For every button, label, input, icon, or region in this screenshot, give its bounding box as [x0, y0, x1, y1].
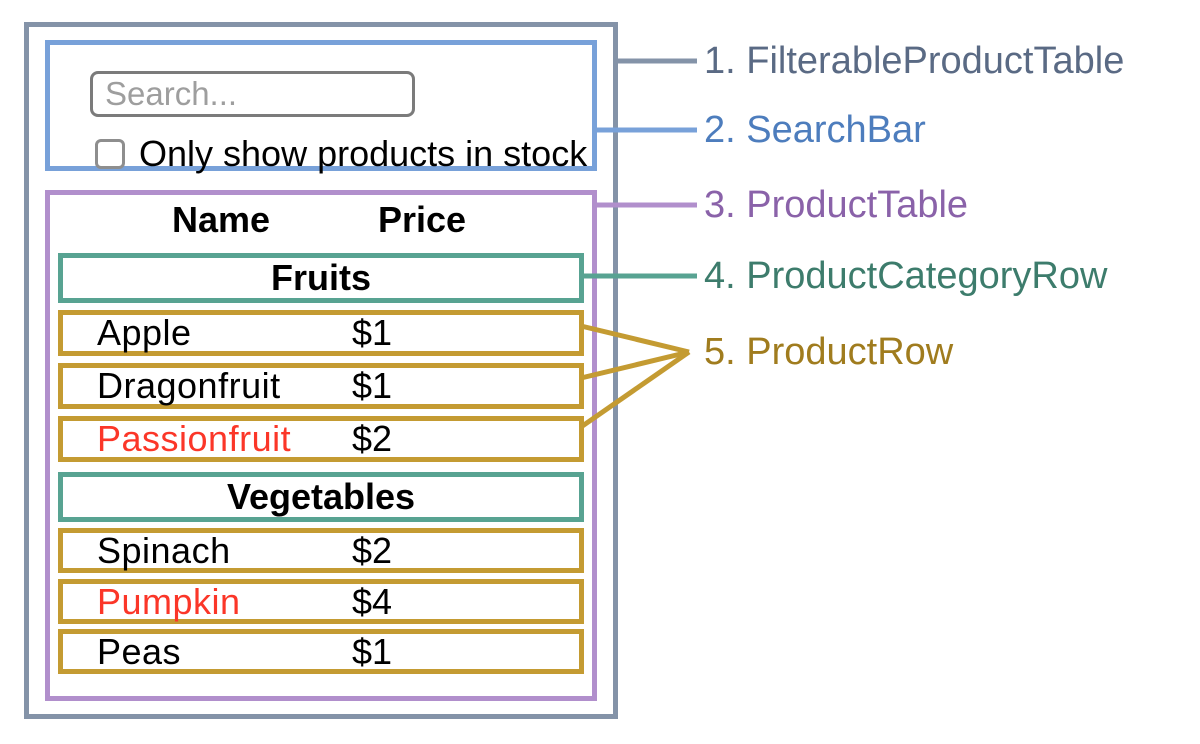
product-price: $1	[352, 631, 393, 672]
filterable-product-table-box: Only show products in stock Name Price F…	[24, 22, 618, 719]
product-price: $2	[352, 418, 393, 459]
product-row-apple: Apple $1	[58, 310, 584, 356]
product-row-passionfruit: Passionfruit $2	[58, 416, 584, 462]
product-category-row-fruits: Fruits	[58, 253, 584, 303]
product-name: Passionfruit	[97, 418, 292, 459]
product-price: $2	[352, 530, 393, 571]
product-table-box: Name Price Fruits Apple $1 Dragonfruit $…	[45, 190, 597, 701]
price-column-header: Price	[377, 199, 467, 240]
search-bar-box: Only show products in stock	[45, 40, 597, 174]
product-name: Peas	[97, 631, 182, 672]
product-price: $1	[352, 365, 393, 406]
legend-product-row: 5. ProductRow	[704, 331, 954, 373]
legend-filterable-product-table: 1. FilterableProductTable	[704, 40, 1125, 82]
search-input[interactable]	[90, 71, 415, 117]
product-price: $4	[352, 581, 393, 622]
category-label: Fruits	[270, 257, 371, 298]
product-row-spinach: Spinach $2	[58, 528, 584, 573]
legend-product-category-row: 4. ProductCategoryRow	[704, 255, 1108, 297]
product-row-peas: Peas $1	[58, 629, 584, 674]
product-price: $1	[352, 312, 393, 353]
legend-product-table: 3. ProductTable	[704, 184, 969, 226]
product-name: Pumpkin	[97, 581, 241, 622]
in-stock-checkbox-label: Only show products in stock	[139, 133, 588, 174]
product-row-dragonfruit: Dragonfruit $1	[58, 363, 584, 409]
name-column-header: Name	[171, 199, 271, 240]
product-name: Apple	[97, 312, 192, 353]
product-name: Spinach	[97, 530, 231, 571]
category-label: Vegetables	[226, 476, 416, 517]
product-category-row-vegetables: Vegetables	[58, 472, 584, 522]
in-stock-checkbox-row: Only show products in stock	[95, 133, 587, 175]
product-name: Dragonfruit	[97, 365, 281, 406]
in-stock-checkbox[interactable]	[95, 139, 125, 169]
product-row-pumpkin: Pumpkin $4	[58, 579, 584, 624]
legend-search-bar: 2. SearchBar	[704, 109, 926, 151]
